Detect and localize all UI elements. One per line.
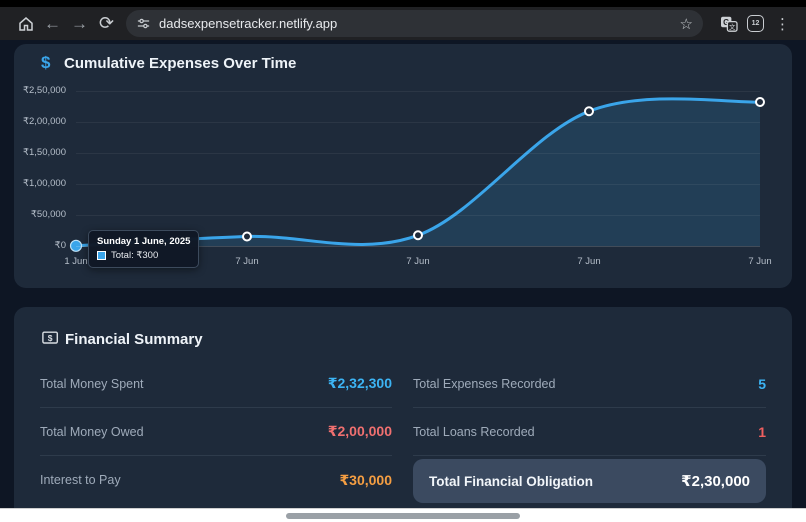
svg-text:$: $ [48,333,53,343]
banknote-icon: $ [42,331,59,344]
summary-row-label: Interest to Pay [40,473,121,487]
summary-row-value: ₹2,00,000 [327,423,392,439]
y-axis-tick: ₹0 [54,240,66,251]
x-axis-tick: 7 Jun [577,256,601,267]
summary-row-label: Total Money Spent [40,376,144,391]
tab-counter-icon: 12 [747,15,764,32]
summary-row: Total Money Owed ₹2,00,000 [40,408,392,456]
financial-summary-card: $ Financial Summary Total Money Spent ₹2,… [14,307,792,522]
reload-icon: ⟳ [98,13,115,33]
home-button[interactable] [12,10,39,37]
svg-text:G: G [723,18,729,27]
data-point[interactable] [242,231,252,242]
gridline [76,122,760,123]
summary-row: Interest to Pay ₹30,000 [40,456,392,504]
horizontal-scrollbar-track[interactable] [0,508,806,522]
expenses-line-chart[interactable] [69,91,765,252]
gridline [76,184,760,185]
y-axis-tick: ₹2,50,000 [22,85,66,96]
summary-row: Total Money Spent ₹2,32,300 [40,360,392,408]
menu-button[interactable]: ⋮ [769,10,796,37]
summary-row-value: ₹30,000 [339,471,392,488]
chart-card-title: Cumulative Expenses Over Time [64,55,297,72]
obligation-value: ₹2,30,000 [681,473,750,490]
summary-row: Total Expenses Recorded 5 [413,360,766,408]
data-point[interactable] [413,230,423,241]
summary-row-value: 1 [758,423,766,440]
home-icon [18,16,33,31]
tooltip-value: Total: ₹300 [111,250,159,261]
horizontal-scrollbar-thumb[interactable] [286,513,520,519]
forward-button[interactable]: → [66,10,93,37]
summary-card-title: Financial Summary [65,331,203,348]
back-button[interactable]: ← [39,10,66,37]
site-settings-icon[interactable] [136,16,151,31]
y-axis-tick: ₹1,00,000 [22,178,66,189]
y-axis-tick: ₹2,00,000 [22,116,66,127]
summary-left-column: Total Money Spent ₹2,32,300 Total Money Ow… [40,360,392,504]
x-axis-tick: 1 Jun [64,256,88,267]
data-point-hovered[interactable] [69,239,83,252]
tooltip-series-swatch [97,251,106,260]
total-financial-obligation: Total Financial Obligation ₹2,30,000 [413,459,766,503]
reload-button[interactable]: ⟳ [93,10,120,37]
cumulative-expenses-card: $ Cumulative Expenses Over Time Sunday 1… [14,44,792,288]
obligation-label: Total Financial Obligation [429,473,594,489]
summary-row: Total Loans Recorded 1 [413,408,766,456]
translate-icon: G 文 [720,16,738,32]
y-axis-tick: ₹1,50,000 [22,147,66,158]
data-point[interactable] [755,96,765,107]
summary-row-label: Total Loans Recorded [413,424,535,439]
data-point[interactable] [584,106,594,117]
translate-button[interactable]: G 文 [715,10,742,37]
chart-area-fill [76,98,760,246]
browser-toolbar: ← → ⟳ dadsexpensetracker.netlify.app ☆ G… [0,7,806,40]
tab-counter-button[interactable]: 12 [742,10,769,37]
gridline [76,153,760,154]
svg-text:文: 文 [729,22,736,31]
summary-row-value: 5 [758,375,766,392]
x-axis-tick: 7 Jun [235,256,259,267]
window-top-strip [0,0,806,7]
webpage: $ Cumulative Expenses Over Time Sunday 1… [0,40,806,522]
gridline [76,91,760,92]
gridline [76,246,760,247]
dollar-icon: $ [41,53,51,72]
summary-row-label: Total Expenses Recorded [413,376,556,391]
back-icon: ← [44,13,61,33]
x-axis-tick: 7 Jun [406,256,430,267]
kebab-menu-icon: ⋮ [775,15,790,33]
bookmark-star-icon[interactable]: ☆ [679,15,693,33]
summary-row-value: ₹2,32,300 [327,375,392,391]
url-bar[interactable]: dadsexpensetracker.netlify.app ☆ [126,10,703,37]
chart-tooltip: Sunday 1 June, 2025 Total: ₹300 [88,230,200,268]
tooltip-date: Sunday 1 June, 2025 [97,236,191,247]
y-axis-tick: ₹50,000 [30,209,66,220]
x-axis-tick: 7 Jun [748,256,772,267]
url-text[interactable]: dadsexpensetracker.netlify.app [159,16,338,31]
summary-row-label: Total Money Owed [40,424,144,439]
summary-right-column: Total Expenses Recorded 5 Total Loans Reco… [413,360,766,503]
gridline [76,215,760,216]
forward-icon: → [71,13,88,33]
